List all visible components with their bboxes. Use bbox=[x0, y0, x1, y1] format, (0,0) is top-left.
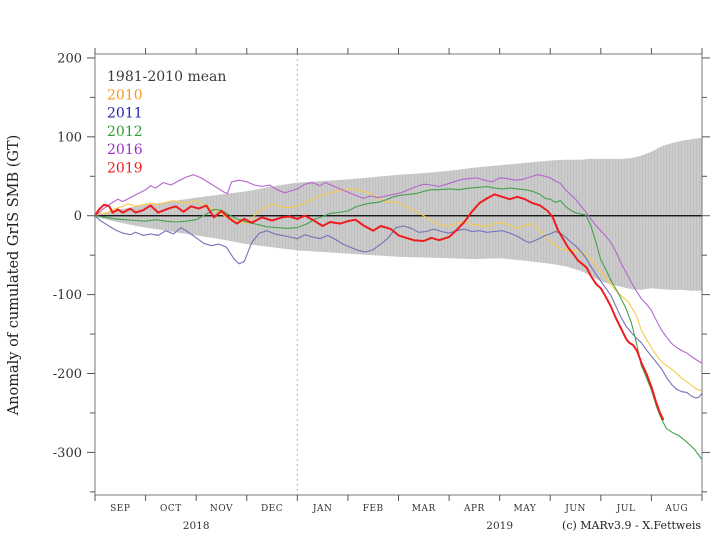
month-label-jul: JUL bbox=[616, 504, 636, 514]
year-label-2019: 2019 bbox=[486, 520, 513, 532]
y-tick-label: -200 bbox=[53, 367, 82, 382]
reference-lines-layer bbox=[95, 54, 702, 495]
legend-entry-1981-2010-mean: 1981-2010 mean bbox=[107, 69, 226, 85]
month-label-jan: JAN bbox=[312, 504, 332, 514]
month-label-mar: MAR bbox=[412, 504, 436, 514]
climatology-band bbox=[95, 137, 702, 291]
y-tick-label: -300 bbox=[53, 446, 82, 461]
legend-entry-2016: 2016 bbox=[107, 142, 143, 158]
axis-labels-layer: 200 100 0 -100 -200 -300 SEP OCT NOV DEC JAN FEB MAR… bbox=[53, 51, 688, 532]
year-label-2018: 2018 bbox=[183, 520, 210, 532]
y-tick-label: 200 bbox=[57, 51, 82, 66]
month-label-may: MAY bbox=[514, 504, 537, 514]
legend-entry-2011: 2011 bbox=[107, 106, 143, 122]
series-line-2016 bbox=[94, 174, 703, 364]
series-line-2010 bbox=[94, 188, 703, 392]
legend-entry-2019: 2019 bbox=[107, 161, 143, 177]
month-label-aug: AUG bbox=[664, 504, 688, 514]
month-label-jun: JUN bbox=[564, 504, 586, 514]
month-label-feb: FEB bbox=[363, 504, 384, 514]
y-tick-label: -100 bbox=[53, 288, 82, 303]
series-line-2019 bbox=[94, 193, 665, 421]
series-line-2012 bbox=[94, 185, 703, 461]
y-axis-title: Anomaly of cumulated GrIS SMB (GT) bbox=[6, 135, 22, 417]
credit-text: (c) MARv3.9 - X.Fettweis bbox=[562, 519, 701, 532]
climatology-band-layer bbox=[95, 137, 702, 291]
month-label-dec: DEC bbox=[261, 504, 283, 514]
series-lines-layer bbox=[94, 174, 703, 461]
axes-layer bbox=[87, 48, 710, 501]
legend-entry-2010: 2010 bbox=[107, 87, 143, 103]
legend: 1981-2010 mean 2010 2011 2012 2016 2019 bbox=[107, 69, 226, 177]
month-label-nov: NOV bbox=[210, 504, 233, 514]
legend-entry-2012: 2012 bbox=[107, 124, 143, 140]
series-line-2011 bbox=[94, 215, 703, 399]
y-tick-label: 100 bbox=[57, 130, 82, 145]
y-tick-label: 0 bbox=[74, 209, 82, 224]
month-label-sep: SEP bbox=[110, 504, 130, 514]
month-label-apr: APR bbox=[463, 504, 485, 514]
month-label-oct: OCT bbox=[160, 504, 182, 514]
